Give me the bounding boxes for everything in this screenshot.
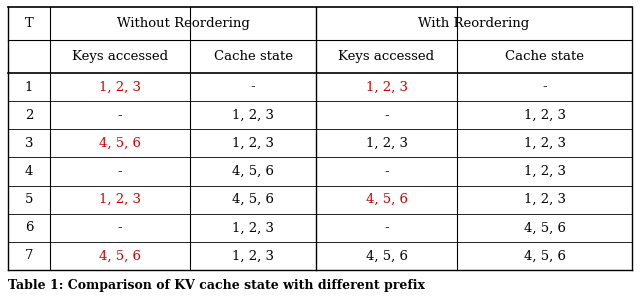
Text: 1, 2, 3: 1, 2, 3 <box>365 137 408 150</box>
Text: -: - <box>251 81 255 94</box>
Text: Table 1: Comparison of KV cache state with different prefix: Table 1: Comparison of KV cache state wi… <box>8 279 425 293</box>
Text: 4, 5, 6: 4, 5, 6 <box>99 249 141 262</box>
Text: 1, 2, 3: 1, 2, 3 <box>232 137 274 150</box>
Text: 1, 2, 3: 1, 2, 3 <box>524 193 566 206</box>
Text: 2: 2 <box>25 109 33 122</box>
Text: 1, 2, 3: 1, 2, 3 <box>524 137 566 150</box>
Text: 1, 2, 3: 1, 2, 3 <box>99 193 141 206</box>
Text: Cache state: Cache state <box>214 50 292 63</box>
Text: 1, 2, 3: 1, 2, 3 <box>524 165 566 178</box>
Text: 3: 3 <box>25 137 33 150</box>
Text: 4, 5, 6: 4, 5, 6 <box>232 193 274 206</box>
Text: 5: 5 <box>25 193 33 206</box>
Text: 4, 5, 6: 4, 5, 6 <box>524 221 566 234</box>
Text: With Reordering: With Reordering <box>419 17 530 30</box>
Text: -: - <box>384 165 389 178</box>
Text: 1, 2, 3: 1, 2, 3 <box>99 81 141 94</box>
Text: 1, 2, 3: 1, 2, 3 <box>365 81 408 94</box>
Text: 6: 6 <box>25 221 33 234</box>
Text: 1, 2, 3: 1, 2, 3 <box>524 109 566 122</box>
Text: 4, 5, 6: 4, 5, 6 <box>99 137 141 150</box>
Text: Keys accessed: Keys accessed <box>72 50 168 63</box>
Text: Keys accessed: Keys accessed <box>339 50 435 63</box>
Text: -: - <box>384 109 389 122</box>
Text: 1, 2, 3: 1, 2, 3 <box>232 221 274 234</box>
Text: 7: 7 <box>25 249 33 262</box>
Text: -: - <box>384 221 389 234</box>
Text: T: T <box>24 17 33 30</box>
Text: -: - <box>118 221 122 234</box>
Text: 4: 4 <box>25 165 33 178</box>
Text: -: - <box>118 109 122 122</box>
Text: -: - <box>542 81 547 94</box>
Text: Cache state: Cache state <box>505 50 584 63</box>
Text: 1: 1 <box>25 81 33 94</box>
Text: 1, 2, 3: 1, 2, 3 <box>232 109 274 122</box>
Text: 4, 5, 6: 4, 5, 6 <box>365 249 408 262</box>
Text: 4, 5, 6: 4, 5, 6 <box>365 193 408 206</box>
Text: 4, 5, 6: 4, 5, 6 <box>524 249 566 262</box>
Text: -: - <box>118 165 122 178</box>
Text: Without Reordering: Without Reordering <box>116 17 250 30</box>
Text: 1, 2, 3: 1, 2, 3 <box>232 249 274 262</box>
Text: 4, 5, 6: 4, 5, 6 <box>232 165 274 178</box>
